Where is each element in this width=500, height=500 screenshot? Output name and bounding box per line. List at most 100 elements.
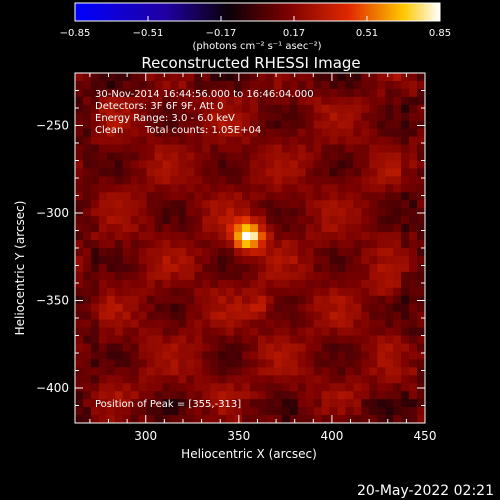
- heatmap-cell: [393, 383, 402, 392]
- heatmap-cell: [297, 383, 306, 392]
- heatmap-cell: [138, 343, 147, 352]
- heatmap-cell: [114, 383, 124, 392]
- heatmap-cell: [178, 295, 187, 304]
- heatmap-cell: [202, 152, 211, 161]
- heatmap-cell: [417, 144, 426, 153]
- heatmap-cell: [226, 96, 235, 106]
- heatmap-cell: [377, 216, 386, 225]
- heatmap-cell: [114, 208, 124, 217]
- heatmap-cell: [401, 335, 410, 344]
- heatmap-cell: [170, 144, 179, 153]
- heatmap-cell: [281, 73, 291, 82]
- heatmap-cell: [417, 168, 426, 177]
- heatmap-cell: [401, 351, 410, 360]
- heatmap-cell: [162, 232, 171, 241]
- x-tick-label: 350: [227, 429, 250, 443]
- heatmap-cell: [218, 192, 227, 201]
- heatmap-cell: [146, 240, 155, 249]
- heatmap-cell: [257, 311, 267, 320]
- heatmap-cell: [369, 391, 378, 400]
- heatmap-cell: [98, 303, 108, 312]
- heatmap-cell: [186, 96, 195, 106]
- heatmap-cell: [297, 271, 306, 281]
- heatmap-cell: [417, 184, 426, 193]
- heatmap-cell: [234, 335, 243, 344]
- heatmap-cell: [409, 343, 418, 352]
- heatmap-cell: [265, 399, 275, 408]
- heatmap-cell: [82, 112, 92, 122]
- heatmap-cell: [257, 128, 267, 137]
- heatmap-cell: [106, 263, 116, 273]
- heatmap-cell: [242, 351, 251, 360]
- heatmap-cell: [273, 255, 283, 265]
- heatmap-cell: [273, 216, 283, 225]
- heatmap-cell: [345, 240, 354, 249]
- heatmap-cell: [218, 208, 227, 217]
- heatmap-cell: [202, 136, 211, 145]
- heatmap-cell: [234, 255, 243, 265]
- heatmap-cell: [385, 160, 394, 169]
- heatmap-cell: [369, 160, 378, 169]
- heatmap-cell: [194, 407, 203, 416]
- heatmap-cell: [146, 80, 155, 90]
- heatmap-cell: [170, 279, 179, 289]
- heatmap-cell: [337, 152, 346, 161]
- heatmap-cell: [289, 208, 299, 217]
- heatmap-cell: [75, 335, 84, 344]
- heatmap-cell: [178, 311, 187, 320]
- heatmap-cell: [170, 120, 179, 129]
- heatmap-cell: [345, 359, 354, 368]
- heatmap-cell: [393, 88, 402, 98]
- heatmap-cell: [321, 240, 330, 249]
- heatmap-cell: [417, 343, 426, 352]
- heatmap-cell: [106, 144, 116, 153]
- heatmap-cell: [122, 136, 131, 145]
- heatmap-cell: [154, 96, 163, 106]
- heatmap-cell: [242, 240, 251, 249]
- heatmap-cell: [90, 176, 100, 185]
- heatmap-cell: [218, 295, 227, 304]
- heatmap-cell: [154, 383, 163, 392]
- heatmap-cell: [369, 407, 378, 416]
- heatmap-cell: [154, 279, 163, 289]
- heatmap-cell: [257, 80, 267, 90]
- heatmap-cell: [210, 73, 219, 82]
- heatmap-cell: [297, 407, 306, 416]
- y-axis-ticks: −250−300−350−400: [36, 72, 425, 424]
- heatmap-cell: [210, 263, 219, 273]
- heatmap-cell: [194, 391, 203, 400]
- heatmap-cell: [250, 271, 259, 281]
- heatmap-cell: [186, 295, 195, 304]
- heatmap-cell: [218, 415, 227, 424]
- heatmap-cell: [114, 184, 124, 193]
- heatmap-cell: [329, 192, 338, 201]
- heatmap-cell: [162, 73, 171, 82]
- heatmap-cell: [226, 303, 235, 312]
- heatmap-cell: [194, 160, 203, 169]
- heatmap-cell: [82, 216, 92, 225]
- heatmap-cell: [265, 120, 275, 129]
- heatmap-cell: [242, 319, 251, 328]
- heatmap-cell: [289, 391, 299, 400]
- heatmap-cell: [154, 327, 163, 336]
- heatmap-cell: [401, 232, 410, 241]
- heatmap-cell: [82, 168, 92, 177]
- heatmap-cell: [369, 383, 378, 392]
- heatmap-cell: [417, 351, 426, 360]
- heatmap-cell: [409, 351, 418, 360]
- heatmap-cell: [178, 144, 187, 153]
- colorbar-tick-label: 0.51: [356, 28, 378, 39]
- heatmap-cell: [297, 176, 306, 185]
- heatmap-cell: [106, 160, 116, 169]
- y-tick-label: −300: [36, 206, 69, 220]
- annotation-energy-range: Energy Range: 3.0 - 6.0 keV: [95, 113, 235, 124]
- heatmap-cell: [345, 383, 354, 392]
- heatmap-cell: [297, 208, 306, 217]
- heatmap-cell: [170, 216, 179, 225]
- heatmap-cell: [273, 152, 283, 161]
- heatmap-cell: [250, 279, 259, 289]
- heatmap-cell: [138, 104, 147, 114]
- heatmap-cell: [82, 271, 92, 281]
- heatmap-cell: [361, 303, 370, 312]
- heatmap-cell: [377, 136, 386, 145]
